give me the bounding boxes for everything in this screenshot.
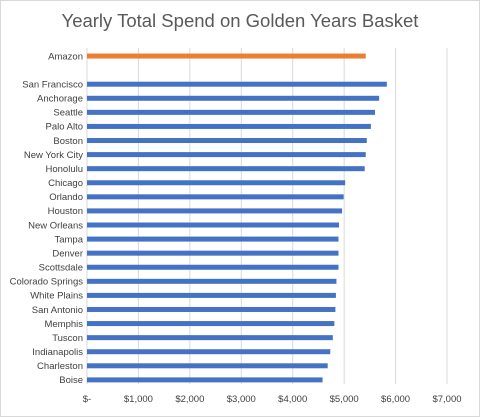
bar-boise	[87, 377, 323, 383]
bar-tuscon	[87, 335, 333, 341]
category-label: Boise	[59, 375, 83, 386]
category-label: New York City	[24, 150, 83, 161]
bar-scottsdale	[87, 264, 339, 270]
bar-palo-alto	[87, 123, 371, 129]
bar-tampa	[87, 236, 339, 242]
x-tick-label: $5,000	[330, 394, 359, 405]
x-tick-label: $3,000	[227, 394, 256, 405]
category-label: Denver	[52, 248, 83, 259]
x-tick-label: $2,000	[175, 394, 204, 405]
category-label: Honolulu	[46, 164, 84, 175]
category-label: Tampa	[54, 234, 83, 245]
category-label: Amazon	[48, 51, 83, 62]
category-label: San Antonio	[32, 305, 83, 316]
x-tick-label: $7,000	[432, 394, 461, 405]
bar-new-york-city	[87, 152, 366, 158]
category-label: White Plains	[30, 291, 83, 302]
bar-boston	[87, 138, 367, 144]
bar-houston	[87, 208, 343, 214]
x-tick-label: $6,000	[381, 394, 410, 405]
bar-denver	[87, 250, 339, 256]
bar-amazon	[87, 53, 366, 59]
bar-seattle	[87, 109, 375, 115]
category-label: Orlando	[49, 192, 83, 203]
category-label: Colorado Springs	[10, 277, 84, 288]
bar-anchorage	[87, 95, 380, 101]
category-label: San Francisco	[22, 80, 83, 91]
category-label: Memphis	[44, 319, 83, 330]
category-label: Palo Alto	[46, 122, 84, 133]
x-tick-label: $1,000	[124, 394, 153, 405]
bar-colorado-springs	[87, 278, 337, 284]
category-label: Chicago	[48, 178, 83, 189]
category-label: Boston	[53, 136, 83, 147]
bar-indianapolis	[87, 349, 331, 355]
bar-new-orleans	[87, 222, 339, 228]
category-label: Houston	[48, 206, 83, 217]
category-label: Seattle	[53, 108, 83, 119]
bar-honolulu	[87, 166, 365, 172]
bar-orlando	[87, 194, 344, 200]
bar-white-plains	[87, 292, 336, 298]
x-tick-label: $4,000	[278, 394, 307, 405]
bar-chicago	[87, 180, 346, 186]
category-label: Charleston	[37, 361, 83, 372]
bar-memphis	[87, 321, 335, 327]
category-label: Scottsdale	[39, 263, 83, 274]
category-label: Indianapolis	[32, 347, 83, 358]
chart-title: Yearly Total Spend on Golden Years Baske…	[61, 10, 419, 31]
bar-san-francisco	[87, 81, 387, 87]
category-label: Tuscon	[52, 333, 83, 344]
x-tick-label: $-	[83, 394, 91, 405]
bar-san-antonio	[87, 306, 336, 312]
category-label: Anchorage	[37, 94, 83, 105]
category-label: New Orleans	[28, 220, 83, 231]
bar-charleston	[87, 363, 328, 369]
